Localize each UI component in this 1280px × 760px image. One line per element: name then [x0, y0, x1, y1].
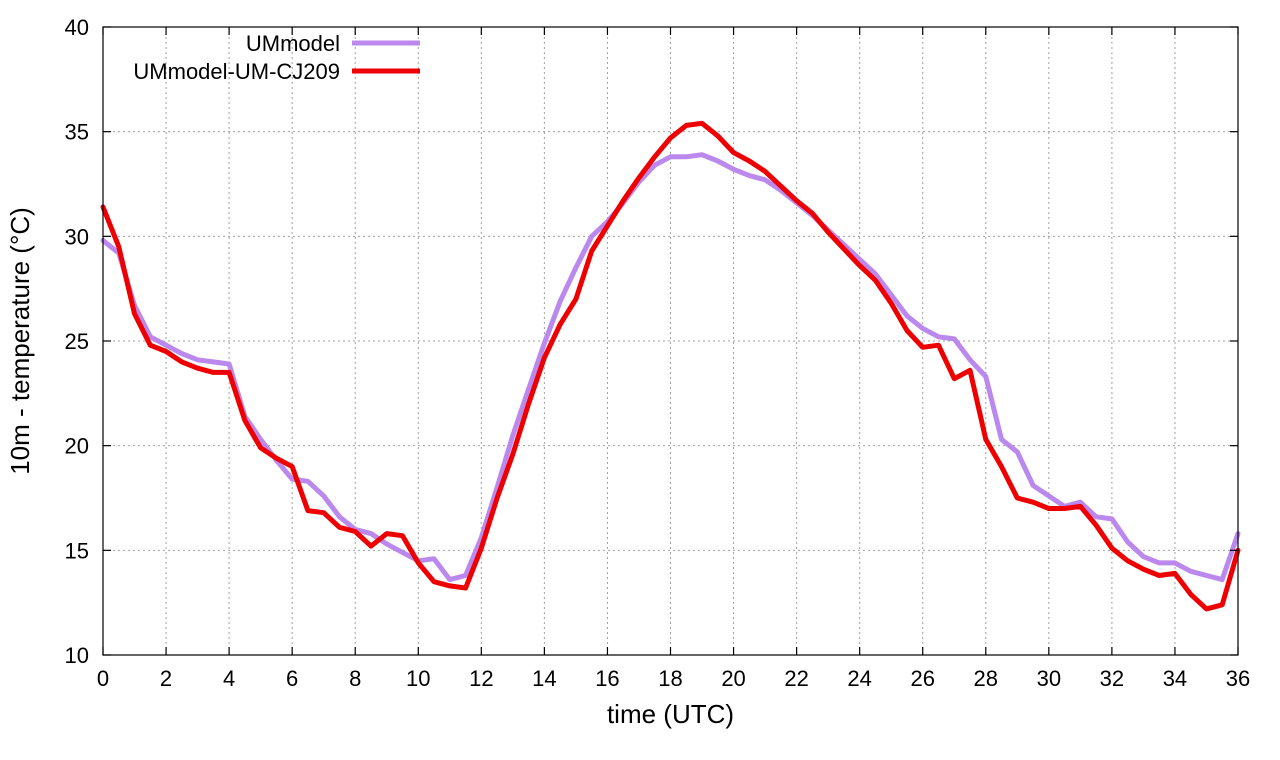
- x-tick-label: 30: [1037, 666, 1061, 691]
- x-tick-label: 0: [97, 666, 109, 691]
- y-tick-label: 35: [65, 120, 89, 145]
- x-tick-label: 8: [349, 666, 361, 691]
- legend-label: UMmodel: [246, 31, 340, 56]
- x-tick-label: 32: [1100, 666, 1124, 691]
- x-tick-label: 34: [1163, 666, 1187, 691]
- y-tick-label: 25: [65, 329, 89, 354]
- y-tick-label: 30: [65, 224, 89, 249]
- legend: UMmodel UMmodel-UM-CJ209: [133, 31, 420, 84]
- grid: [103, 27, 1238, 655]
- x-tick-label: 6: [286, 666, 298, 691]
- x-tick-label: 16: [595, 666, 619, 691]
- x-tick-label: 24: [847, 666, 871, 691]
- series-layer: [100, 120, 1241, 612]
- x-tick-label: 18: [658, 666, 682, 691]
- x-tick-label: 2: [160, 666, 172, 691]
- x-tick-label: 14: [532, 666, 556, 691]
- ticks: 0 2 4 6 8 10 12 14 16 18 20 22 24 26 28 30 32 34 361015202…: [65, 15, 1251, 691]
- x-tick-label: 22: [784, 666, 808, 691]
- y-tick-label: 20: [65, 434, 89, 459]
- x-tick-label: 4: [223, 666, 235, 691]
- series-line-2: [100, 120, 1241, 612]
- legend-label: UMmodel-UM-CJ209: [133, 59, 340, 84]
- x-tick-label: 26: [910, 666, 934, 691]
- y-axis-title: 10m - temperature (°C): [5, 207, 35, 475]
- x-tick-label: 36: [1226, 666, 1250, 691]
- series-line-1: [100, 152, 1241, 583]
- y-tick-label: 40: [65, 15, 89, 40]
- x-tick-label: 12: [469, 666, 493, 691]
- y-tick-label: 10: [65, 643, 89, 668]
- x-axis-title: time (UTC): [607, 699, 734, 729]
- x-tick-label: 20: [721, 666, 745, 691]
- y-tick-label: 15: [65, 538, 89, 563]
- x-tick-label: 28: [974, 666, 998, 691]
- x-tick-label: 10: [406, 666, 430, 691]
